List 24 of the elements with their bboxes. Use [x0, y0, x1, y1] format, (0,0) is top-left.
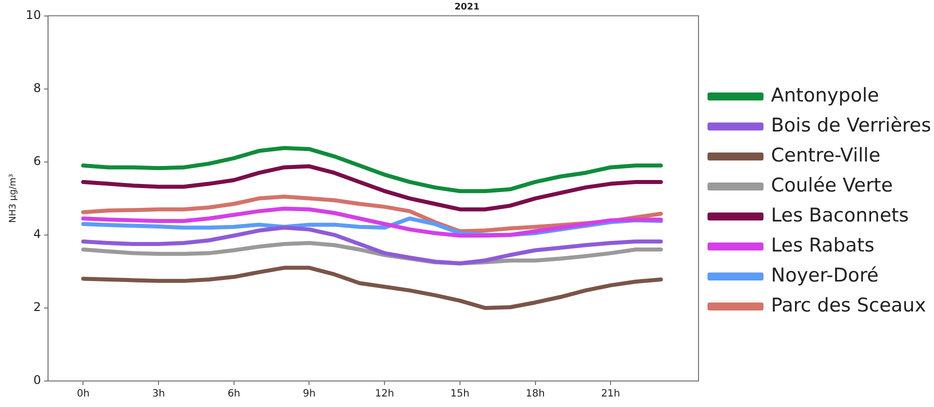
x-tick-label: 21h	[601, 388, 620, 400]
legend-label: Centre-Ville	[771, 144, 880, 166]
x-tick-label: 6h	[228, 388, 240, 400]
legend-label: Bois de Verrières	[771, 114, 932, 136]
legend-label: Les Baconnets	[771, 204, 909, 226]
chart-title: 2021	[454, 2, 480, 13]
y-tick-label: 6	[33, 154, 42, 168]
x-tick-label: 3h	[152, 388, 165, 400]
legend-label: Antonypole	[771, 84, 880, 106]
x-tick-label: 18h	[526, 388, 545, 400]
x-tick-label: 15h	[450, 388, 470, 400]
legend-label: Les Rabats	[771, 234, 874, 256]
y-tick-label: 0	[33, 373, 42, 388]
x-tick-label: 9h	[302, 388, 316, 400]
y-axis-title: NH3 µg/m³	[8, 174, 19, 223]
y-tick-label: 4	[33, 227, 42, 242]
legend-label: Coulée Verte	[771, 174, 893, 196]
y-tick-label: 2	[33, 300, 42, 314]
x-tick-label: 12h	[375, 388, 394, 400]
y-tick-label: 10	[26, 8, 42, 22]
legend-label: Noyer-Doré	[771, 264, 879, 286]
legend-label: Parc des Sceaux	[771, 294, 926, 316]
y-tick-label: 8	[33, 80, 42, 95]
x-tick-label: 0h	[76, 388, 90, 400]
